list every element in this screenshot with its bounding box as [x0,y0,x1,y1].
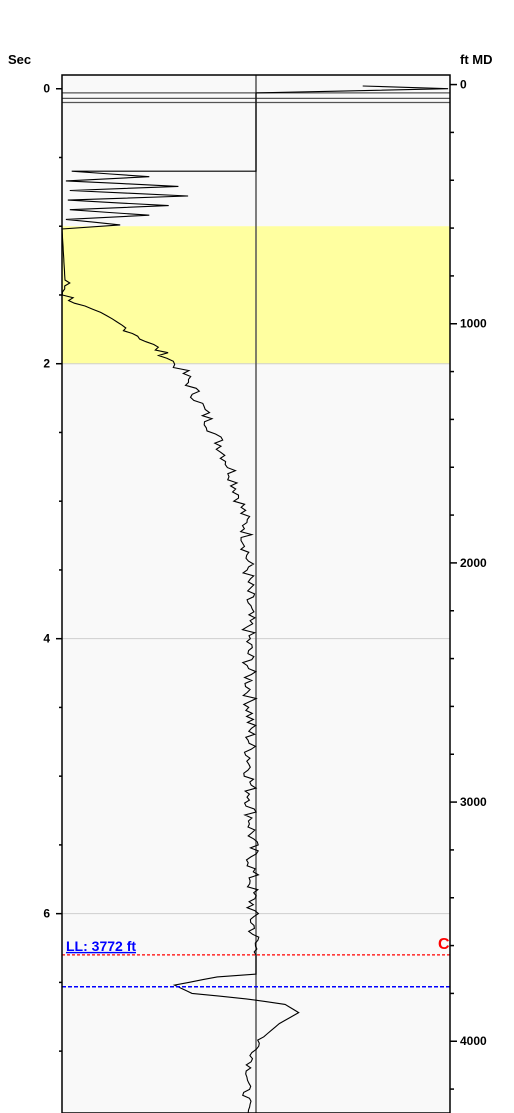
right-tick-label: 2000 [460,556,487,570]
marker-label-ll: LL: 3772 ft [66,938,136,954]
marker-layer: LL: 3772 ft C [62,936,450,988]
left-axis-unit: Sec [8,52,31,67]
marker-label-c: C [438,936,450,953]
right-axis-unit: ft MD [460,52,493,67]
left-tick-label: 2 [43,357,50,371]
left-tick-label: 4 [43,632,50,646]
plot-frame [61,74,451,1113]
trace-layer [61,85,449,1113]
right-tick-label: 3000 [460,795,487,809]
left-tick-label: 6 [43,907,50,921]
axis-layer: 0 2 4 6 0 1000 2000 3000 4000 [43,74,487,1113]
log-trace [61,85,449,1113]
right-tick-label: 0 [460,78,467,92]
right-tick-label: 4000 [460,1034,487,1048]
left-tick-label: 0 [43,82,50,96]
right-tick-label: 1000 [460,317,487,331]
